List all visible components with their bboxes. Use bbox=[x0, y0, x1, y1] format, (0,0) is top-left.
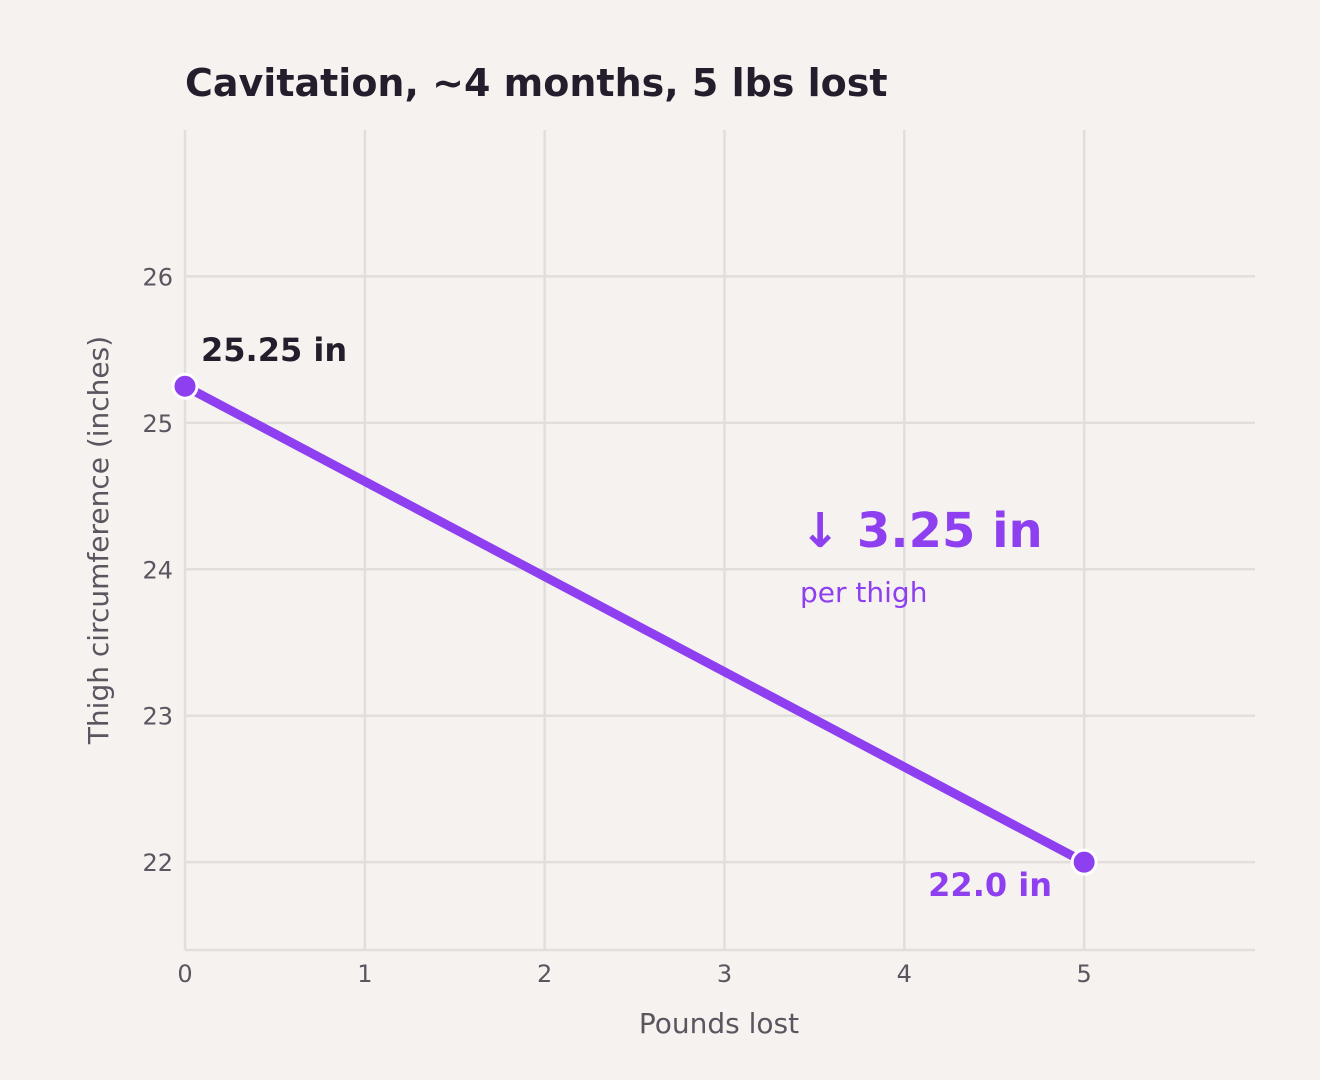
chart-title: Cavitation, ~4 months, 5 lbs lost bbox=[185, 61, 888, 105]
series-line bbox=[185, 386, 1084, 862]
x-tick-label: 0 bbox=[177, 960, 192, 988]
end-point bbox=[1072, 850, 1096, 874]
x-tick-label: 4 bbox=[897, 960, 912, 988]
start-point bbox=[173, 374, 197, 398]
x-axis-label: Pounds lost bbox=[639, 1007, 799, 1040]
change-sublabel: per thigh bbox=[800, 576, 927, 609]
y-axis-label: Thigh circumference (inches) bbox=[82, 336, 115, 745]
x-tick-label: 1 bbox=[357, 960, 372, 988]
x-tick-labels: 0 1 2 3 4 5 bbox=[177, 960, 1091, 988]
series-thigh bbox=[173, 374, 1096, 874]
grid-lines bbox=[185, 130, 1255, 950]
y-tick-label: 23 bbox=[142, 703, 173, 731]
x-tick-label: 5 bbox=[1077, 960, 1092, 988]
start-value-label: 25.25 in bbox=[201, 331, 347, 369]
change-label: ↓ 3.25 in bbox=[800, 503, 1043, 559]
y-tick-label: 24 bbox=[142, 556, 173, 584]
y-tick-label: 25 bbox=[142, 410, 173, 438]
y-tick-labels: 22 23 24 25 26 bbox=[142, 263, 173, 877]
x-tick-label: 3 bbox=[717, 960, 732, 988]
y-tick-label: 26 bbox=[142, 263, 173, 291]
y-tick-label: 22 bbox=[142, 849, 173, 877]
x-tick-label: 2 bbox=[537, 960, 552, 988]
end-value-label: 22.0 in bbox=[928, 866, 1052, 904]
